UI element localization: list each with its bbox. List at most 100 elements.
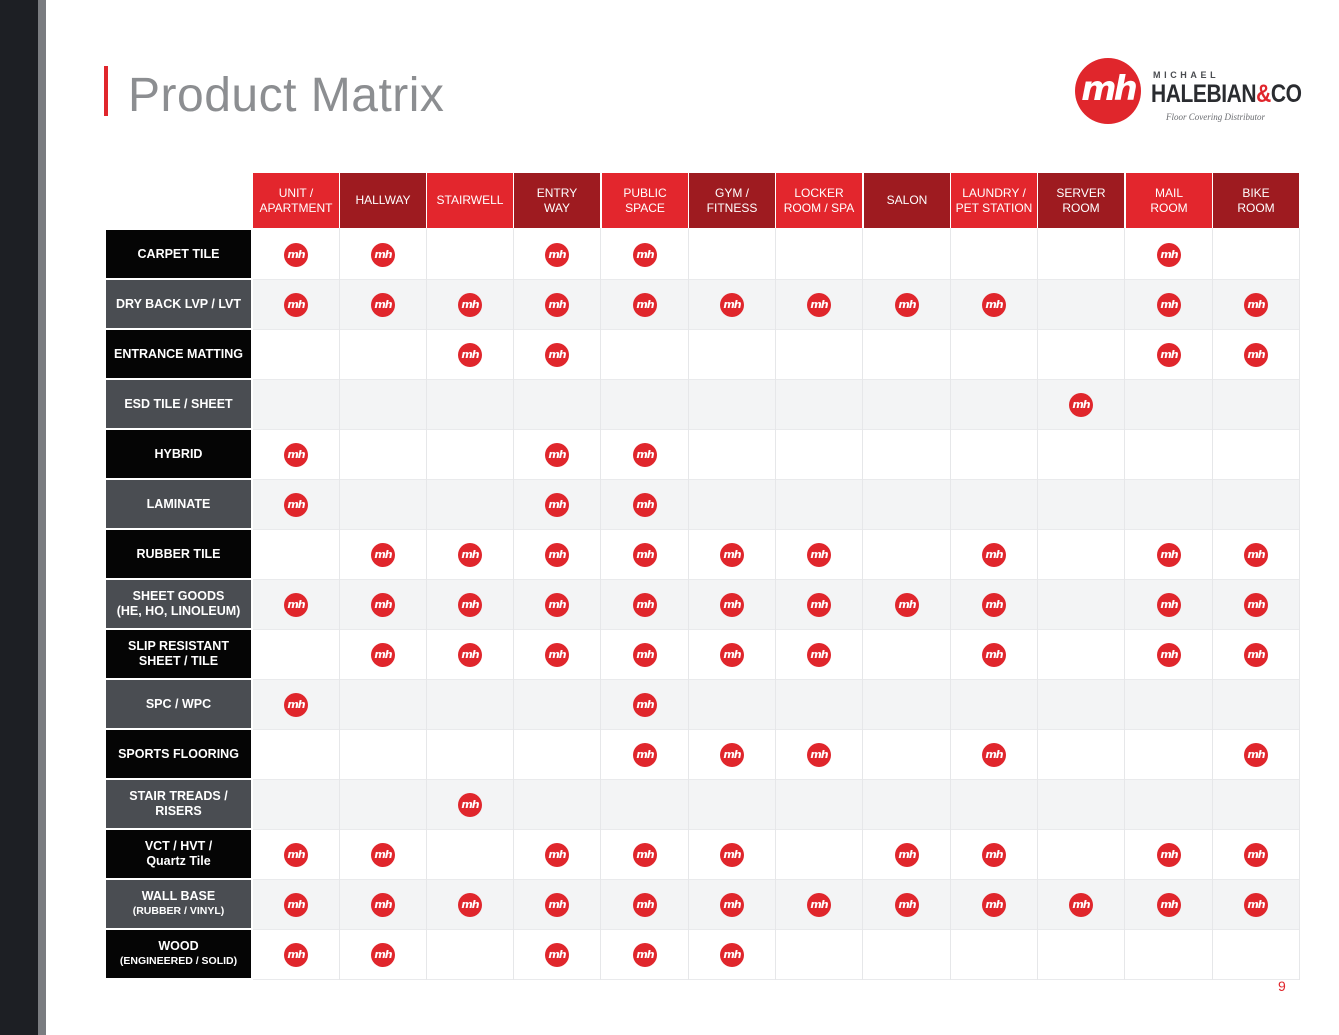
mh-logo-icon: mh <box>371 243 395 267</box>
row-label: SLIP RESISTANT SHEET / TILE <box>106 630 251 678</box>
page-number: 9 <box>1278 978 1286 994</box>
column-header: HALLWAY <box>340 173 426 228</box>
row-label: DRY BACK LVP / LVT <box>106 280 251 328</box>
row-divider <box>253 279 1300 280</box>
mark-text: mh <box>636 947 654 961</box>
mh-logo-icon: mh <box>720 543 744 567</box>
mh-logo-icon: mh <box>545 643 569 667</box>
column-divider <box>1299 228 1300 980</box>
mh-logo-icon: mh <box>720 643 744 667</box>
row-label-subtext: SHEET / TILE <box>138 654 219 668</box>
mh-logo-icon: mh <box>807 293 831 317</box>
mark-text: mh <box>636 447 654 461</box>
mh-logo-icon: mh <box>982 643 1006 667</box>
mh-logo-icon: mh <box>895 293 919 317</box>
mark-text: mh <box>898 297 916 311</box>
row-label-text: SLIP RESISTANT <box>128 639 229 653</box>
row-divider <box>253 329 1300 330</box>
row-label-subtext: (ENGINEERED / SOLID) <box>119 955 238 967</box>
mark-text: mh <box>636 297 654 311</box>
mh-logo-icon: mh <box>371 293 395 317</box>
mark-text: mh <box>1160 597 1178 611</box>
mh-logo-icon: mh <box>545 343 569 367</box>
mh-logo-icon: mh <box>1157 243 1181 267</box>
mark-text: mh <box>548 447 566 461</box>
mark-text: mh <box>985 597 1003 611</box>
mh-logo-icon: mh <box>1157 343 1181 367</box>
mh-logo-icon: mh <box>633 593 657 617</box>
mark-text: mh <box>723 547 741 561</box>
row-label: ENTRANCE MATTING <box>106 330 251 378</box>
mark-text: mh <box>374 947 392 961</box>
row-label-text: DRY BACK LVP / LVT <box>115 296 241 311</box>
mark-text: mh <box>723 897 741 911</box>
mark-text: mh <box>723 297 741 311</box>
mh-logo-icon: mh <box>1244 343 1268 367</box>
mh-logo-icon: mh <box>284 893 308 917</box>
logo-ampersand: & <box>1256 80 1271 108</box>
mh-logo-icon: mh <box>720 293 744 317</box>
mh-logo-icon: mh <box>633 693 657 717</box>
mark-text: mh <box>374 547 392 561</box>
column-header: SALON <box>864 173 950 228</box>
mh-logo-icon: mh <box>633 543 657 567</box>
row-label: WALL BASE (RUBBER / VINYL) <box>106 880 251 928</box>
mark-text: mh <box>1247 297 1265 311</box>
mark-text: mh <box>461 647 479 661</box>
mark-text: mh <box>810 647 828 661</box>
mark-text: mh <box>1160 547 1178 561</box>
mark-text: mh <box>1247 847 1265 861</box>
mark-text: mh <box>548 547 566 561</box>
mark-text: mh <box>287 247 305 261</box>
mark-text: mh <box>1247 647 1265 661</box>
mark-text: mh <box>1247 597 1265 611</box>
column-header: STAIRWELL <box>427 173 513 228</box>
mh-logo-icon: mh <box>545 893 569 917</box>
mark-text: mh <box>723 747 741 761</box>
mh-logo-icon: mh <box>371 593 395 617</box>
row-label: ESD TILE / SHEET <box>106 380 251 428</box>
table-row-band <box>253 380 1300 430</box>
mark-text: mh <box>374 847 392 861</box>
mh-logo-icon: mh <box>633 843 657 867</box>
mark-text: mh <box>1160 297 1178 311</box>
mh-logo-icon: mh <box>720 843 744 867</box>
mh-logo-icon: mh <box>633 493 657 517</box>
table-row-band <box>253 930 1300 980</box>
mh-logo-icon: mh <box>895 593 919 617</box>
mark-text: mh <box>985 847 1003 861</box>
mark-text: mh <box>985 747 1003 761</box>
mark-text: mh <box>287 697 305 711</box>
row-label: CARPET TILE <box>106 230 251 278</box>
table-row-band <box>253 280 1300 330</box>
mark-text: mh <box>636 647 654 661</box>
mark-text: mh <box>810 297 828 311</box>
page-title: Product Matrix <box>128 69 445 122</box>
mark-text: mh <box>548 497 566 511</box>
column-divider <box>688 228 689 980</box>
left-edge-bar <box>0 0 38 1035</box>
mark-text: mh <box>461 797 479 811</box>
mh-logo-icon: mh <box>1069 893 1093 917</box>
mh-logo-icon: mh <box>458 543 482 567</box>
mh-logo-icon: mh <box>807 593 831 617</box>
mh-logo-icon: mh <box>284 493 308 517</box>
left-edge-stripe <box>38 0 46 1035</box>
mark-text: mh <box>374 247 392 261</box>
table-row-band <box>253 430 1300 480</box>
mh-logo-icon: mh <box>1157 843 1181 867</box>
mh-logo-icon: mh <box>458 793 482 817</box>
row-divider <box>253 379 1300 380</box>
column-divider <box>339 228 340 980</box>
column-header: BIKE ROOM <box>1213 173 1299 228</box>
row-divider <box>253 729 1300 730</box>
mark-text: mh <box>898 847 916 861</box>
mark-text: mh <box>1247 547 1265 561</box>
table-row-band <box>253 680 1300 730</box>
row-divider <box>253 779 1300 780</box>
mark-text: mh <box>548 297 566 311</box>
mh-logo-icon: mh <box>284 243 308 267</box>
row-label: RUBBER TILE <box>106 530 251 578</box>
mh-logo-icon: mh <box>545 943 569 967</box>
mh-logo-icon: mh <box>458 643 482 667</box>
